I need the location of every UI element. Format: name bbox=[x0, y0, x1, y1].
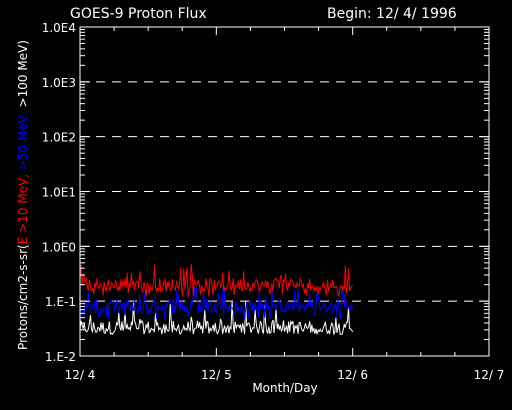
y-tick-label: 1.0E4 bbox=[42, 21, 76, 35]
chart-title: GOES-9 Proton Flux bbox=[70, 6, 207, 22]
series-line bbox=[79, 286, 354, 321]
x-tick-label: 12/ 4 bbox=[65, 368, 96, 382]
y-axis-label-50mev: >50 MeV, bbox=[16, 107, 30, 170]
begin-date-label: Begin: 12/ 4/ 1996 bbox=[327, 6, 457, 22]
data-series bbox=[79, 263, 354, 336]
y-tick-label: 1.0E2 bbox=[42, 131, 76, 145]
y-axis-label-10mev: E >10 MeV, bbox=[16, 170, 30, 244]
x-axis-ticks: 12/ 4 12/ 5 12/ 6 12/ 7 bbox=[65, 27, 505, 382]
y-axis-ticks: 1.0E4 1.0E3 1.0E2 1.0E1 1.0E0 1.E-1 1.E-2 bbox=[42, 21, 489, 364]
x-tick-label: 12/ 7 bbox=[474, 368, 505, 382]
y-tick-label: 1.0E1 bbox=[42, 186, 76, 200]
y-tick-label: 1.0E0 bbox=[42, 240, 76, 254]
y-tick-label: 1.0E3 bbox=[42, 76, 76, 90]
y-axis-label-100mev: >100 MeV) bbox=[16, 40, 30, 107]
y-tick-label: 1.E-1 bbox=[45, 295, 76, 309]
series-line bbox=[79, 263, 354, 297]
grid-lines bbox=[80, 81, 489, 302]
y-axis-label: Protons/cm2-s-sr(E >10 MeV, >50 MeV, >10… bbox=[16, 40, 30, 350]
x-tick-label: 12/ 5 bbox=[201, 368, 232, 382]
x-axis-label: Month/Day bbox=[252, 381, 317, 395]
y-tick-label: 1.E-2 bbox=[45, 350, 76, 364]
y-axis-label-prefix: Protons/cm2-s-sr( bbox=[16, 244, 30, 350]
x-tick-label: 12/ 6 bbox=[337, 368, 368, 382]
series-line bbox=[79, 301, 354, 336]
